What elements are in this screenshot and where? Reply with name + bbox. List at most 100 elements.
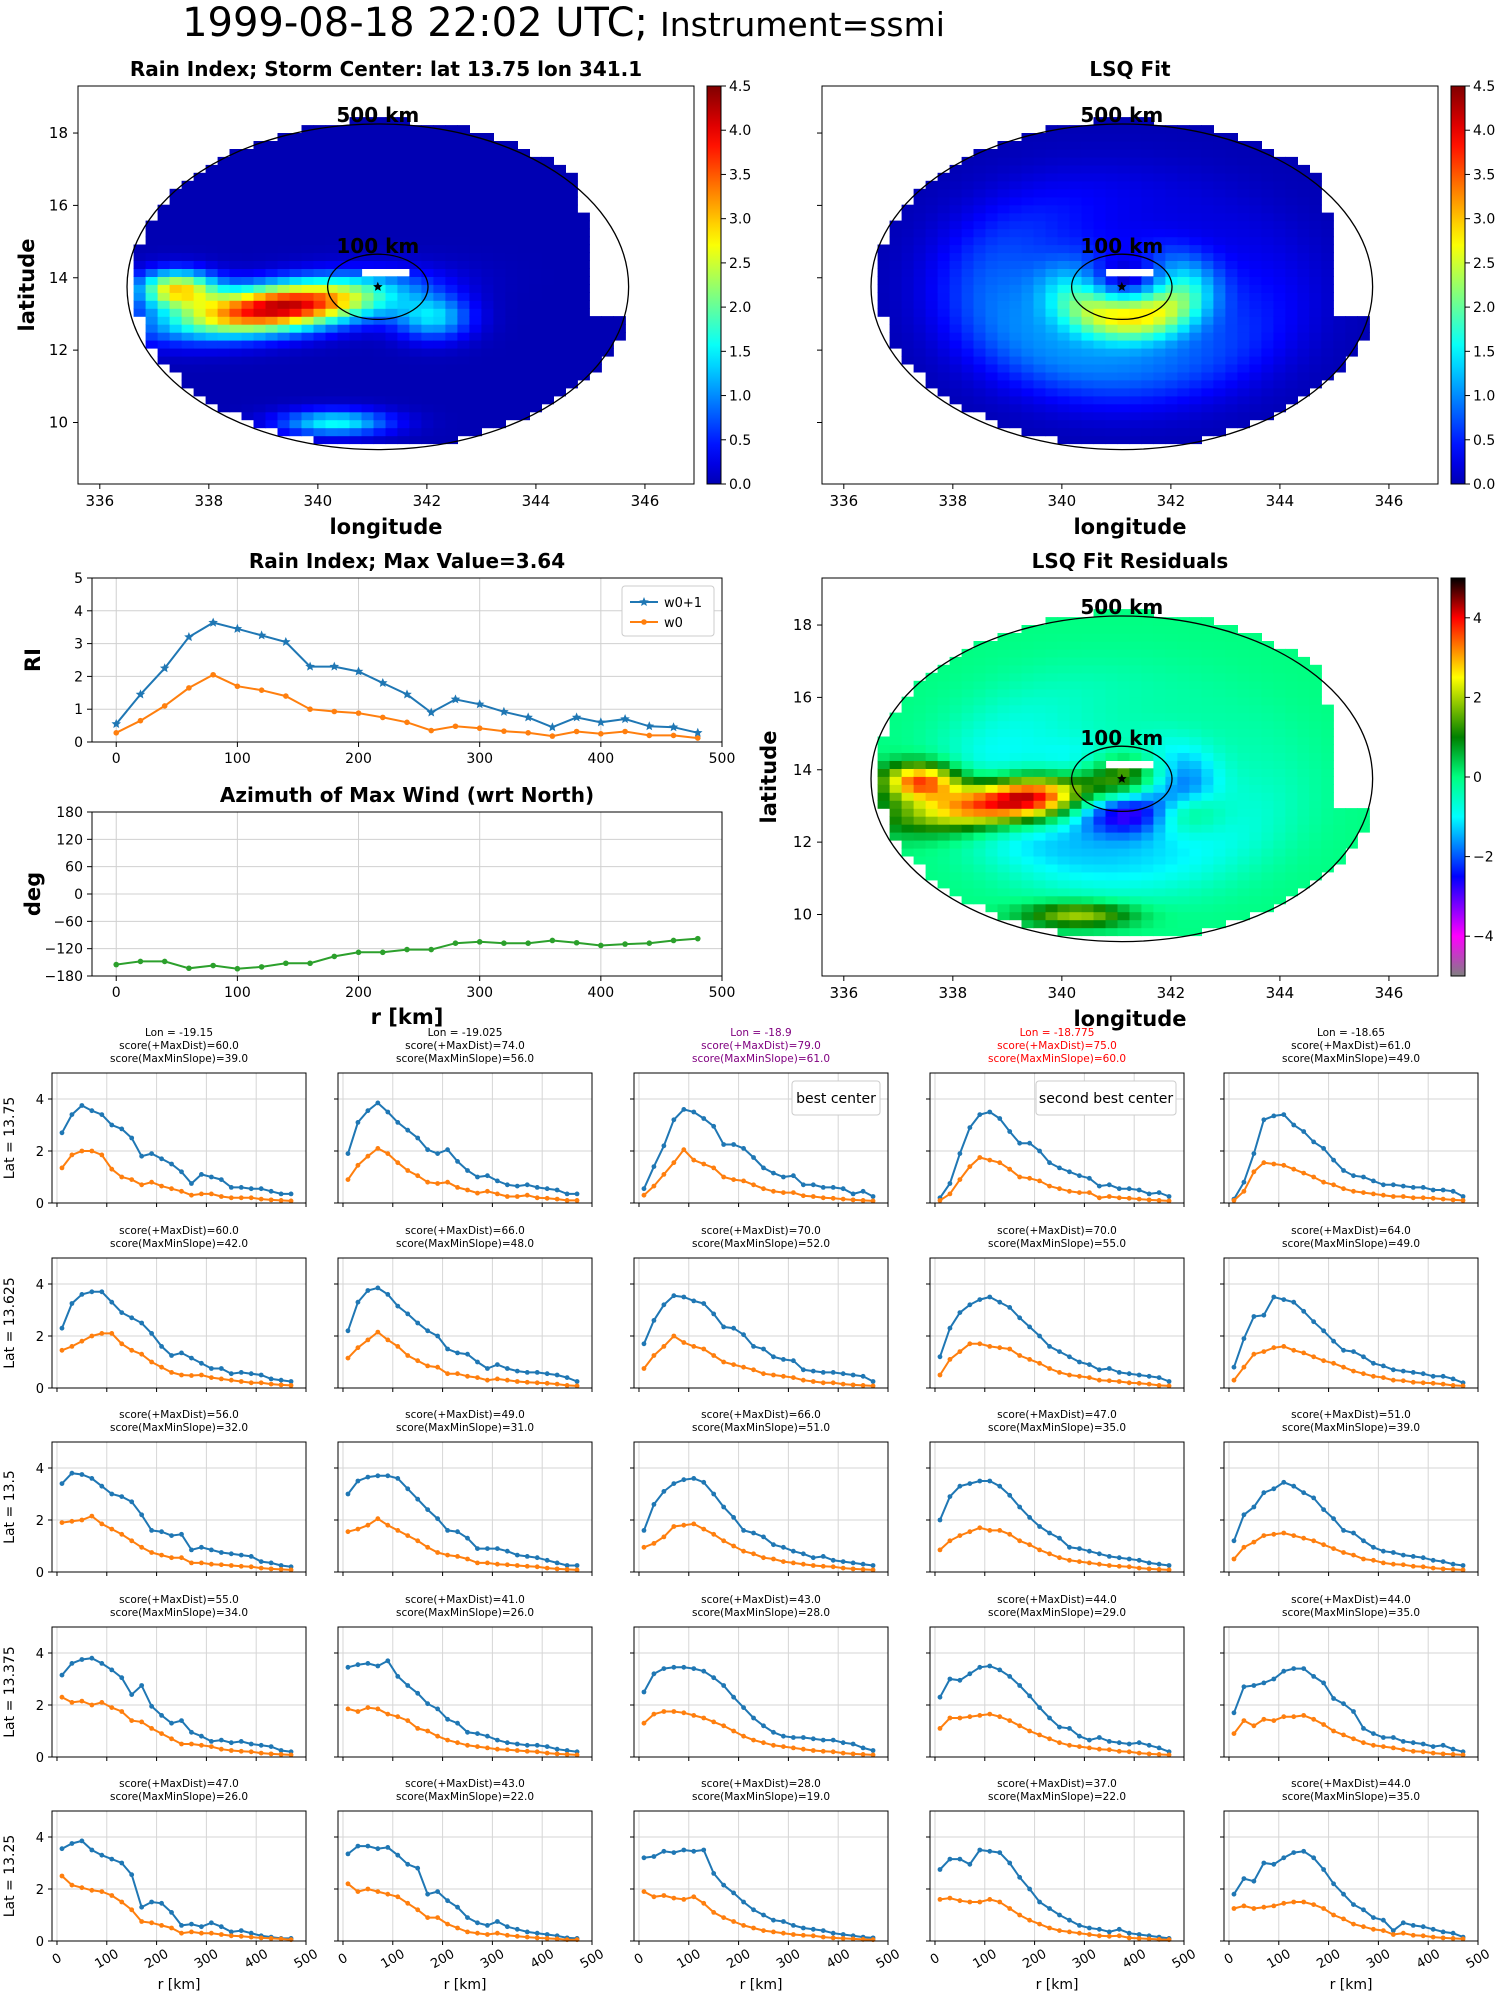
map-cell <box>913 808 927 817</box>
map-cell <box>1069 260 1083 269</box>
map-cell <box>925 712 939 722</box>
map-cell <box>397 141 410 150</box>
map-cell <box>1249 887 1262 897</box>
map-cell <box>1285 348 1298 357</box>
map-cell <box>193 268 207 277</box>
map-cell <box>385 188 399 198</box>
map-cell <box>1153 744 1166 753</box>
map-cell <box>289 236 303 246</box>
map-cell <box>349 387 363 397</box>
map-cell <box>1009 895 1023 905</box>
map-cell <box>1069 419 1083 429</box>
map-cell <box>1165 927 1178 937</box>
map-cell <box>1189 927 1202 937</box>
map-cell <box>337 149 351 158</box>
map-cell <box>1093 149 1107 158</box>
map-cell <box>1321 840 1334 849</box>
map-cell <box>1285 656 1298 666</box>
map-cell <box>289 300 303 309</box>
map-cell <box>1345 324 1358 333</box>
best-center-label: best center <box>796 1091 876 1107</box>
map-cell <box>1237 648 1250 658</box>
map-cell <box>433 252 446 261</box>
data-point <box>186 965 192 972</box>
data-point <box>1146 1197 1152 1203</box>
map-cell <box>313 284 327 293</box>
y-tick-label: 12 <box>793 833 812 851</box>
map-cell <box>157 355 171 365</box>
map-cell <box>349 363 363 373</box>
map-cell <box>949 656 963 666</box>
score-maxdist: score(+MaxDist)=66.0 <box>405 1225 525 1237</box>
map-cell <box>1081 133 1095 142</box>
map-cell <box>961 204 975 214</box>
map-cell <box>1153 855 1166 865</box>
map-cell <box>301 172 315 182</box>
map-cell <box>325 300 339 309</box>
map-cell <box>241 308 255 317</box>
map-cell <box>181 260 195 269</box>
map-cell <box>1201 720 1214 730</box>
map-cell <box>1093 736 1107 746</box>
map-cell <box>409 395 422 405</box>
map-cell <box>1105 855 1119 865</box>
map-cell <box>313 125 327 134</box>
map-cell <box>1309 316 1322 325</box>
map-cell <box>505 149 518 158</box>
map-cell <box>1189 688 1202 698</box>
map-cell <box>1129 744 1143 753</box>
map-cell <box>421 411 434 421</box>
map-cell <box>553 332 566 341</box>
map-cell <box>1153 816 1166 825</box>
map-cell <box>913 252 927 261</box>
map-cell <box>1021 816 1035 825</box>
map-cell <box>1045 188 1059 198</box>
map-cell <box>1297 784 1310 793</box>
map-cell <box>913 276 927 285</box>
map-cell <box>1093 800 1107 809</box>
map-cell <box>1189 236 1202 246</box>
data-point <box>1017 1353 1023 1358</box>
map-cell <box>949 744 963 753</box>
map-cell <box>961 680 975 690</box>
map-cell <box>1117 648 1131 658</box>
map-cell <box>1225 371 1238 381</box>
map-cell <box>1297 824 1310 833</box>
map-cell <box>1033 212 1047 222</box>
data-point <box>258 1372 264 1378</box>
map-cell <box>1033 332 1047 341</box>
map-cell <box>985 840 999 849</box>
map-cell <box>973 260 987 269</box>
map-cell <box>193 379 207 389</box>
map-cell <box>1117 395 1131 405</box>
map-cell <box>1285 228 1298 238</box>
map-cell <box>1285 863 1298 873</box>
map-cell <box>889 308 903 317</box>
map-cell <box>481 419 494 429</box>
data-point <box>1067 1169 1072 1175</box>
map-cell <box>913 228 927 238</box>
map-cell <box>1165 672 1178 682</box>
map-cell <box>1285 855 1298 865</box>
map-cell <box>1129 260 1143 269</box>
map-cell <box>385 292 399 301</box>
map-cell <box>1093 308 1107 317</box>
map-cell <box>433 316 446 325</box>
map-cell <box>1141 919 1154 929</box>
map-cell <box>1129 887 1143 897</box>
map-cell <box>445 427 458 437</box>
map-cell <box>1057 855 1071 865</box>
map-cell <box>1057 633 1071 642</box>
map-cell <box>565 180 578 190</box>
data-point <box>721 1174 727 1180</box>
map-cell <box>277 164 291 174</box>
map-cell <box>1249 808 1262 817</box>
map-cell <box>1213 633 1226 642</box>
map-cell <box>1225 672 1238 682</box>
map-cell <box>1273 276 1286 285</box>
map-cell <box>1093 172 1107 182</box>
map-cell <box>949 276 963 285</box>
map-cell <box>1009 180 1023 190</box>
map-cell <box>1237 141 1250 150</box>
map-cell <box>889 808 903 817</box>
